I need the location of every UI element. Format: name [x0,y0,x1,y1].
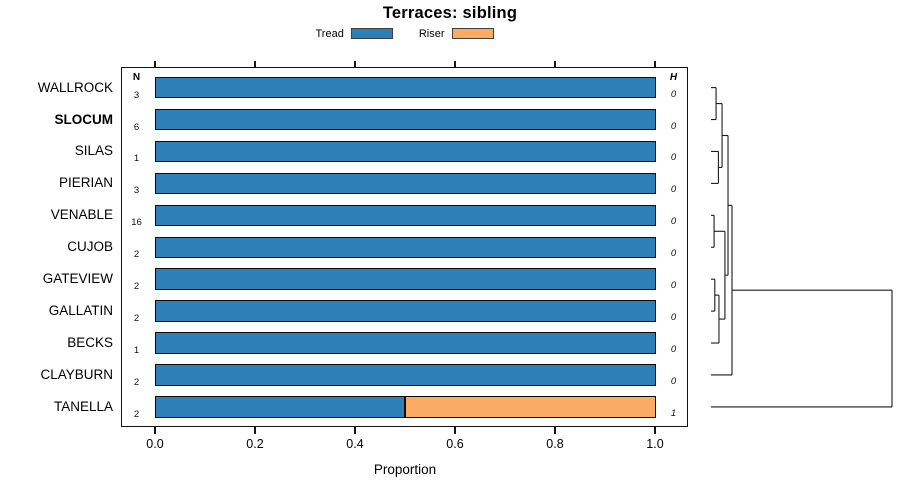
h-value: 0 [670,312,677,324]
x-tick-top [154,60,156,68]
legend-label-riser: Riser [418,27,445,40]
row-label: GATEVIEW [42,271,113,287]
row-label: BECKS [67,335,113,351]
chart-title: Terraces: sibling [382,4,518,22]
x-tick-top [454,60,456,68]
legend: Tread Riser [121,26,688,41]
n-value: 2 [133,376,140,388]
x-tick-label: 1.0 [646,437,664,451]
bar-segment-tread [154,268,656,290]
h-value: 0 [670,88,677,100]
row-label: TANELLA [53,398,113,414]
n-value: 2 [133,281,140,293]
legend-item-tread: Tread [316,28,393,40]
x-tick-top [554,60,556,68]
bar-segment-tread [154,140,656,163]
h-value: 0 [670,248,677,260]
bar-segment-tread [154,396,405,418]
x-tick-bottom [254,427,256,434]
x-tick-label: 0.2 [246,437,264,451]
row-label: WALLROCK [37,79,113,95]
h-value: 0 [670,152,677,164]
x-tick-bottom [454,427,456,434]
h-value: 0 [670,375,677,387]
row-label: PIERIAN [58,175,113,191]
legend-swatch-riser [451,28,494,39]
row-label: CUJOB [67,239,113,255]
bar-segment-tread [154,76,656,99]
bar-segment-tread [154,332,656,354]
x-tick-label: 0.0 [146,437,164,451]
bar-segment-tread [154,204,656,227]
x-tick-top [254,60,256,68]
n-value: 3 [133,89,140,101]
n-value: 6 [133,121,140,133]
h-value: 0 [670,344,677,356]
n-column-header: N [132,72,141,83]
n-value: 2 [133,313,140,325]
x-tick-top [654,60,656,68]
bar-segment-tread [154,364,656,386]
h-column-header: H [669,72,678,83]
x-tick-bottom [654,427,656,434]
legend-swatch-tread [350,28,393,39]
legend-item-riser: Riser [419,28,494,40]
n-value: 16 [131,217,142,229]
h-value: 0 [670,280,677,292]
h-value: 1 [670,407,677,419]
h-value: 0 [670,184,677,196]
row-label: GALLATIN [48,303,113,319]
n-value: 1 [133,153,140,165]
x-tick-bottom [154,427,156,434]
n-value: 3 [133,185,140,197]
bar-segment-riser [405,396,656,418]
legend-label-tread: Tread [315,27,344,40]
n-value: 2 [133,408,140,420]
x-tick-label: 0.4 [346,437,364,451]
row-label: CLAYBURN [40,366,113,382]
n-value: 2 [133,249,140,261]
x-tick-label: 0.8 [546,437,564,451]
bar-segment-tread [154,236,656,258]
bar-segment-tread [154,300,656,322]
x-tick-bottom [354,427,356,434]
x-axis-title: Proportion [373,462,437,477]
x-tick-label: 0.6 [446,437,464,451]
x-tick-bottom [554,427,556,434]
x-tick-top [354,60,356,68]
n-value: 1 [133,345,140,357]
row-label: SILAS [74,143,113,159]
h-value: 0 [670,216,677,228]
bar-segment-tread [154,108,656,131]
row-label: VENABLE [50,207,113,223]
bar-segment-tread [154,172,656,195]
row-label: SLOCUM [54,111,114,127]
h-value: 0 [670,120,677,132]
